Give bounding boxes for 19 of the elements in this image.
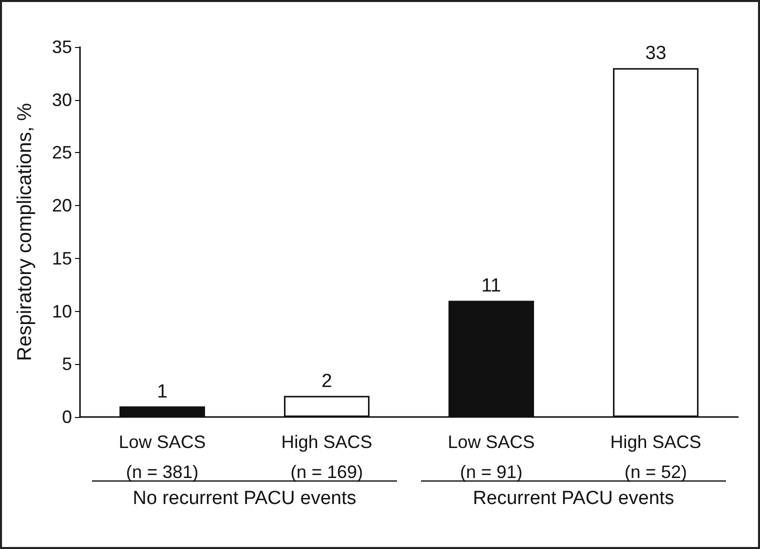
data-label: 11 — [481, 276, 502, 297]
y-tick-label: 15 — [52, 248, 72, 268]
x-tick-label: Low SACS (n = 91) — [448, 432, 535, 482]
x-tick-label: High SACS (n = 169) — [281, 432, 372, 482]
data-label: 1 — [156, 381, 168, 402]
y-tick-label: 35 — [52, 37, 72, 57]
data-label: 33 — [645, 43, 666, 64]
y-tick-label: 10 — [52, 301, 72, 322]
y-tick-label: 30 — [52, 90, 72, 110]
y-tick-label: 25 — [52, 142, 72, 163]
x-tick-label: Low SACS (n = 381) — [118, 432, 206, 482]
y-tick-label: 0 — [62, 407, 72, 427]
x-tick-label: High SACS (n = 52) — [610, 432, 702, 482]
y-tick-label: 20 — [52, 196, 72, 216]
text: No recurrent PACU events — [132, 488, 356, 509]
y-tick-label: 5 — [62, 354, 72, 374]
y-axis-title: Respiratory complications, % — [14, 102, 36, 361]
text: Recurrent PACU events — [472, 488, 674, 509]
data-label: 2 — [321, 370, 332, 392]
